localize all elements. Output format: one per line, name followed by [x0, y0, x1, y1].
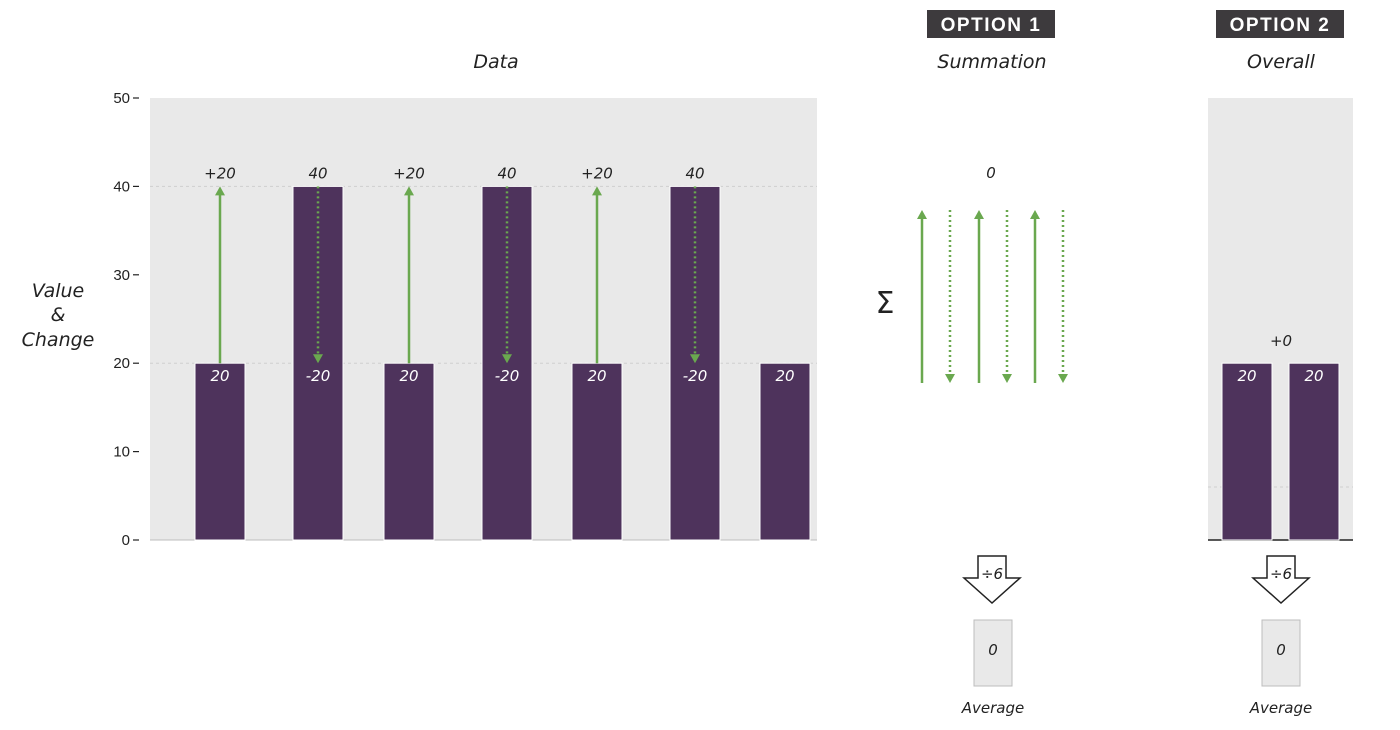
average-value-option2: 0: [1276, 641, 1286, 659]
y-axis-title-line1: Value: [32, 280, 84, 302]
change-arrow-head: [313, 354, 323, 364]
overall-bar-label: 20: [1304, 367, 1323, 385]
sigma-symbol: Σ: [876, 286, 895, 321]
y-tick-label: 10: [113, 444, 130, 461]
change-arrow-head: [502, 354, 512, 364]
data-bar: [383, 362, 435, 541]
overall-bar: [1221, 362, 1273, 541]
change-label: +20: [204, 164, 236, 182]
overall-panel-title: Overall: [1247, 51, 1316, 73]
bar-value-label: 20: [210, 367, 229, 385]
summation-arrow-head: [974, 210, 984, 219]
divide-arrow-option2: ÷6: [1251, 555, 1311, 605]
change-arrow-head: [215, 186, 225, 196]
summation-arrow-head: [1030, 210, 1040, 219]
summation-arrow-head: [917, 210, 927, 219]
overall-change-label: +0: [1270, 332, 1292, 350]
y-tick-label: 30: [113, 267, 130, 284]
average-label-option2: Average: [1249, 699, 1312, 717]
option1-badge: [927, 10, 1055, 38]
summation-panel-title: Summation: [937, 51, 1046, 73]
y-tick-label: 0: [122, 532, 130, 549]
data-bar: [571, 362, 623, 541]
change-arrow-head: [404, 186, 414, 196]
bar-value-label: 40: [685, 164, 704, 182]
divide-arrow-option1: ÷6: [962, 555, 1022, 605]
bar-value-label: 40: [497, 164, 516, 182]
change-arrow-head: [690, 354, 700, 364]
summation-arrows: [917, 210, 1068, 383]
data-panel-title: Data: [473, 51, 518, 73]
summation-arrow-head: [1058, 374, 1068, 383]
divide-label-option2: ÷6: [1270, 565, 1292, 583]
summation-arrow-head: [1002, 374, 1012, 383]
average-box-option1: [973, 619, 1013, 687]
data-change-arrows: +20 -20 +20 -20 +20 -20: [204, 164, 707, 385]
change-label: +20: [393, 164, 425, 182]
y-axis: 0 10 20 30 40 50: [113, 90, 139, 549]
y-axis-title-line3: Change: [22, 329, 95, 351]
change-label: -20: [306, 367, 331, 385]
divide-label-option1: ÷6: [981, 565, 1003, 583]
change-label: -20: [683, 367, 708, 385]
y-axis-title-line2: &: [51, 304, 66, 326]
average-label-option1: Average: [961, 699, 1024, 717]
overall-bars: 20 20: [1208, 362, 1353, 541]
overall-bar: [1288, 362, 1340, 541]
summation-arrow-head: [945, 374, 955, 383]
y-tick-label: 20: [113, 355, 130, 372]
option2-badge: [1216, 10, 1344, 38]
bar-value-label: 20: [775, 367, 794, 385]
data-bar: [194, 362, 246, 541]
average-box-option2: [1261, 619, 1301, 687]
overall-bar-label: 20: [1237, 367, 1256, 385]
summation-result: 0: [986, 164, 996, 182]
data-bar: [759, 362, 811, 541]
change-arrow-head: [592, 186, 602, 196]
option2-badge-text: OPTION 2: [1230, 15, 1331, 36]
change-label: -20: [495, 367, 520, 385]
y-tick-label: 40: [113, 178, 130, 195]
average-value-option1: 0: [988, 641, 998, 659]
change-label: +20: [581, 164, 613, 182]
y-tick-label: 50: [113, 90, 130, 107]
bar-value-label: 40: [308, 164, 327, 182]
bar-value-label: 20: [399, 367, 418, 385]
option1-badge-text: OPTION 1: [941, 15, 1042, 36]
bar-value-label: 20: [587, 367, 606, 385]
